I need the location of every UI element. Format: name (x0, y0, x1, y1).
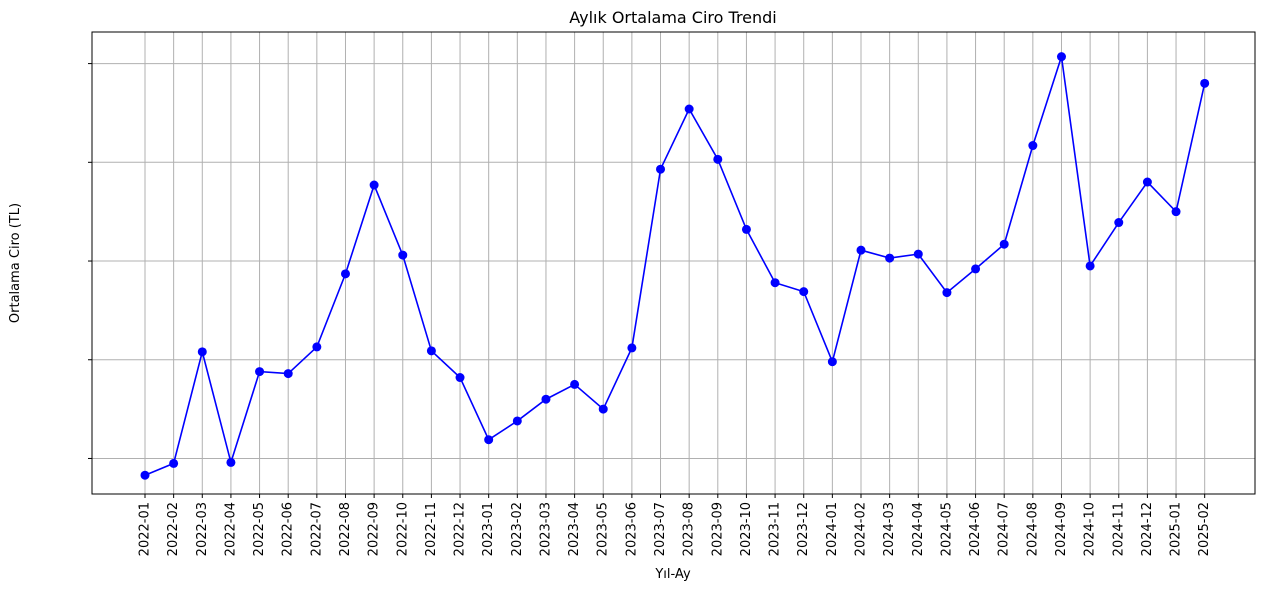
data-point (1171, 207, 1181, 217)
x-tick-label: 2023-03 (538, 502, 553, 556)
data-point (283, 369, 293, 379)
x-tick-label: 2022-03 (195, 502, 210, 556)
x-tick-label: 2024-10 (1083, 502, 1098, 556)
data-point (312, 342, 322, 352)
data-point (570, 379, 580, 389)
data-point (226, 457, 236, 467)
data-point (627, 343, 637, 353)
x-axis-label: Yıl-Ay (654, 567, 691, 582)
x-tick-label: 2022-11 (424, 502, 439, 556)
data-point (169, 458, 179, 468)
x-tick-label: 2023-09 (710, 502, 725, 556)
data-point (942, 288, 952, 298)
series-group (140, 52, 1210, 480)
data-point (1200, 78, 1210, 88)
x-tick-label: 2022-07 (309, 502, 324, 556)
data-point (369, 180, 379, 190)
x-tick-label: 2023-08 (682, 502, 697, 556)
x-tick-label: 2023-04 (567, 502, 582, 556)
x-tick-label: 2025-02 (1197, 502, 1212, 556)
data-point (1114, 218, 1124, 228)
x-tick-label: 2023-11 (768, 502, 783, 556)
series-line (144, 56, 1206, 476)
data-point (885, 253, 895, 263)
data-point (484, 435, 494, 445)
y-axis-label: Ortalama Ciro (TL) (8, 203, 23, 323)
data-point (971, 264, 981, 274)
data-point (1056, 52, 1066, 62)
data-point (541, 394, 551, 404)
x-tick-label: 2022-04 (223, 502, 238, 556)
x-tick-label: 2023-01 (481, 502, 496, 556)
x-tick-label: 2024-04 (911, 502, 926, 556)
x-tick-label: 2022-09 (367, 502, 382, 556)
data-point (197, 347, 207, 357)
x-tick-label: 2024-05 (939, 502, 954, 556)
x-tick-label: 2023-07 (653, 502, 668, 556)
x-tick-label: 2023-05 (596, 502, 611, 556)
x-tick-label: 2022-08 (338, 502, 353, 556)
x-tick-label: 2023-10 (739, 502, 754, 556)
x-tick-label: 2023-12 (796, 502, 811, 556)
x-tick-label: 2024-03 (882, 502, 897, 556)
data-point (656, 164, 666, 174)
grid-lines (92, 32, 1255, 494)
x-tick-label: 2024-06 (968, 502, 983, 556)
x-tick-label: 2024-07 (997, 502, 1012, 556)
x-tick-label: 2024-09 (1054, 502, 1069, 556)
x-tick-label: 2022-02 (166, 502, 181, 556)
x-tick-label: 2024-08 (1025, 502, 1040, 556)
x-axis-ticks: 2022-01 2022-02 2022-03 2022-04 2022-05 2022-… (138, 494, 1212, 556)
x-tick-label: 2024-12 (1140, 502, 1155, 556)
x-tick-label: 2022-12 (453, 502, 468, 556)
x-tick-label: 2022-10 (395, 502, 410, 556)
data-point (999, 239, 1009, 249)
plot-frame (91, 31, 1256, 495)
data-point (741, 224, 751, 234)
x-tick-label: 2024-02 (854, 502, 869, 556)
x-tick-label: 2022-01 (138, 502, 153, 556)
x-tick-label: 2024-11 (1111, 502, 1126, 556)
data-point (713, 154, 723, 164)
data-point (598, 404, 608, 414)
data-point (398, 250, 408, 260)
x-tick-label: 2024-01 (825, 502, 840, 556)
data-point (856, 245, 866, 255)
x-tick-label: 2023-06 (624, 502, 639, 556)
x-tick-label: 2022-06 (281, 502, 296, 556)
chart-title: Aylık Ortalama Ciro Trendi (569, 8, 777, 27)
data-point (340, 269, 350, 279)
data-point (1085, 261, 1095, 271)
data-point (1142, 177, 1152, 187)
data-point (684, 104, 694, 114)
data-point (827, 357, 837, 367)
data-point (1028, 141, 1038, 151)
data-point (140, 470, 150, 480)
x-tick-label: 2022-05 (252, 502, 267, 556)
data-point (770, 278, 780, 288)
x-tick-label: 2025-01 (1169, 502, 1184, 556)
y-axis-ticks (88, 63, 92, 459)
x-tick-label: 2023-02 (510, 502, 525, 556)
data-point (455, 373, 465, 383)
data-point (426, 346, 436, 356)
data-point (255, 367, 265, 377)
data-point (913, 249, 923, 259)
data-point (512, 416, 522, 426)
data-point (799, 287, 809, 297)
